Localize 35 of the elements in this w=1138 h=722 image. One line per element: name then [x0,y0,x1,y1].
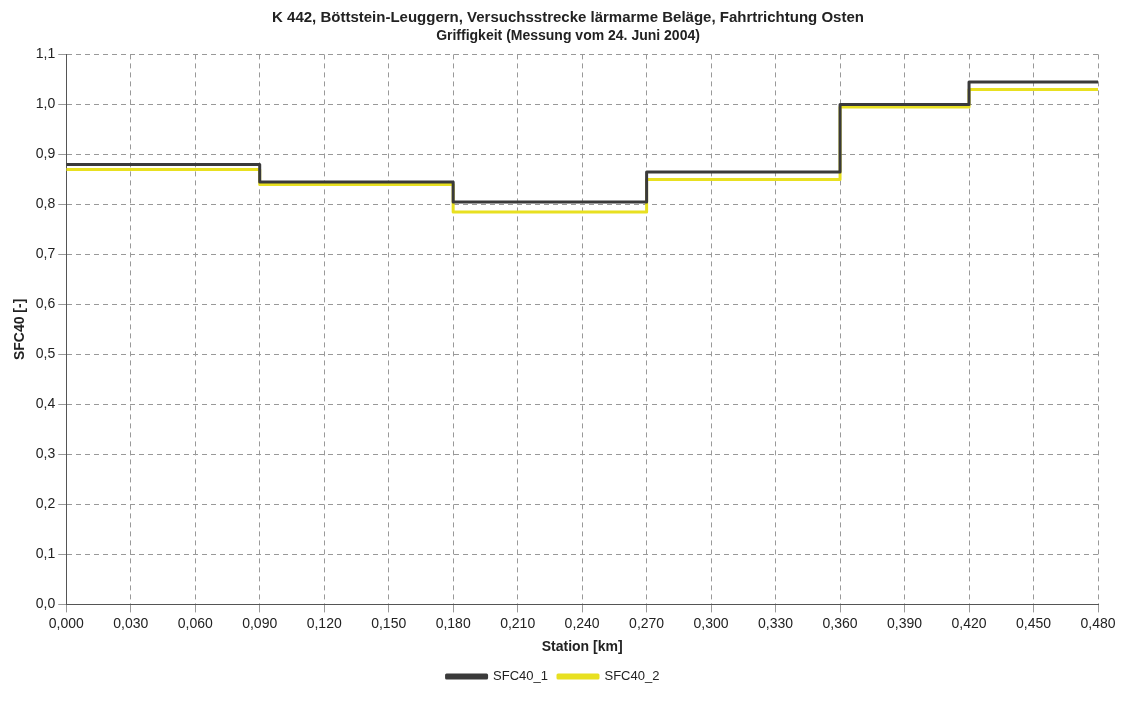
x-axis-title: Station [km] [541,638,623,655]
y-tick-label: 0,5 [35,345,56,362]
y-tick-label: 0,2 [35,495,56,512]
chart-title: K 442, Böttstein-Leuggern, Versuchsstrecke lärmarme Beläge, Fahrtrichtung Osten [271,8,865,25]
y-tick-label: 0,4 [35,395,56,412]
y-tick-label: 1,1 [35,45,56,62]
chart-subtitle: Griffigkeit (Messung vom 24. Juni 2004) [435,27,701,43]
x-tick-label: 0,330 [758,614,794,631]
x-tick-label: 0,360 [822,614,858,631]
y-axis-title: SFC40 [-] [11,298,28,361]
x-tick-label: 0,060 [177,614,213,631]
y-tick-label: 1,0 [35,95,56,112]
x-tick-label: 0,480 [1080,614,1116,631]
y-tick-label: 0,9 [35,145,56,162]
x-tick-label: 0,390 [887,614,923,631]
x-tick-label: 0,420 [951,614,987,631]
x-tick-label: 0,210 [500,614,536,631]
x-tick-label: 0,120 [306,614,342,631]
x-tick-label: 0,000 [48,614,84,631]
x-tick-label: 0,270 [629,614,665,631]
y-tick-label: 0,0 [35,595,56,612]
y-tick-label: 0,3 [35,445,56,462]
x-tick-label: 0,090 [242,614,278,631]
x-tick-label: 0,450 [1015,614,1052,631]
legend-label: SFC40_2 [604,668,660,684]
x-tick-label: 0,150 [371,614,407,631]
x-tick-label: 0,300 [693,614,729,631]
y-tick-label: 0,1 [35,545,56,562]
x-tick-label: 0,030 [113,614,149,631]
y-tick-label: 0,8 [35,195,56,212]
y-tick-label: 0,6 [35,295,56,312]
legend-label: SFC40_1 [493,668,548,684]
x-tick-label: 0,240 [564,614,600,631]
y-tick-label: 0,7 [35,245,56,262]
x-tick-label: 0,180 [435,614,471,631]
